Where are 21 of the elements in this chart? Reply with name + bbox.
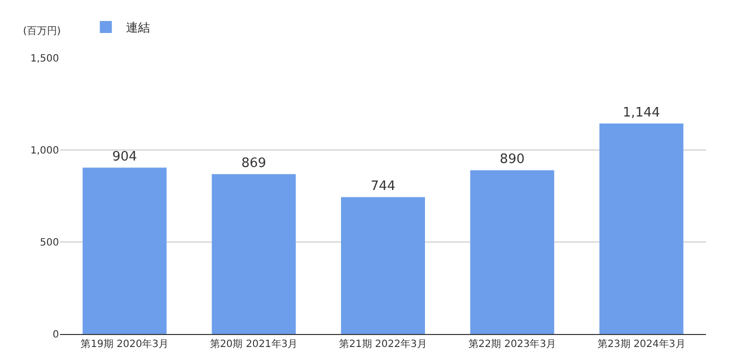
y-axis-title: (百万円) bbox=[23, 26, 61, 37]
text: 869 bbox=[241, 156, 266, 172]
text: 1,144 bbox=[622, 106, 660, 120]
y-tick-label: 1,000 bbox=[30, 146, 59, 156]
bar bbox=[341, 197, 425, 334]
x-tick-label: 第22期 2023年3月 bbox=[468, 338, 556, 350]
x-tick-label: 第23期 2024年3月 bbox=[598, 338, 686, 350]
y-tick-label: 1,500 bbox=[30, 54, 59, 64]
text: 904 bbox=[112, 150, 138, 165]
bar bbox=[599, 124, 684, 334]
y-tick-label: 0 bbox=[52, 330, 59, 340]
legend-label: 連結 bbox=[126, 20, 150, 35]
x-tick-label: 第21期 2022年3月 bbox=[339, 338, 427, 350]
bar bbox=[470, 170, 554, 334]
text: 890 bbox=[500, 152, 525, 168]
y-tick-label: 500 bbox=[40, 238, 59, 248]
x-tick-label: 第19期 2020年3月 bbox=[80, 338, 168, 350]
text: 744 bbox=[370, 179, 396, 194]
x-tick-label: 第20期 2021年3月 bbox=[210, 338, 298, 350]
bar bbox=[82, 168, 167, 334]
bar bbox=[212, 174, 296, 334]
